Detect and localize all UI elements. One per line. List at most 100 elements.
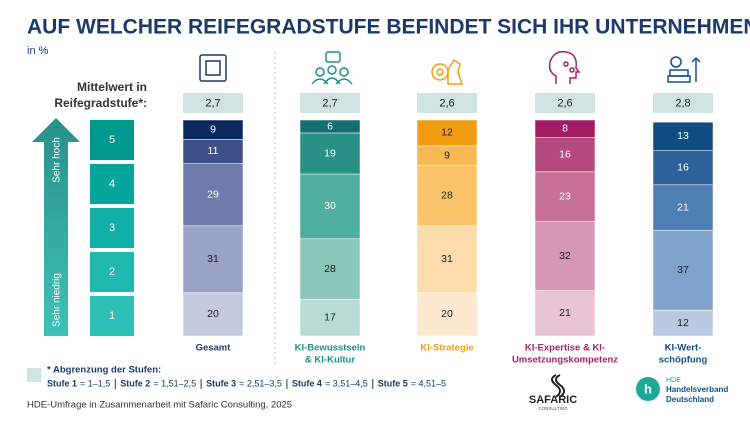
bar-segment [182, 162, 244, 227]
subtitle: in % [27, 45, 49, 57]
bar-segment [416, 165, 478, 227]
value-label: 29 [207, 188, 219, 200]
icons [199, 50, 701, 85]
footnote-label: Stufe 1 [47, 378, 77, 388]
value-label: 16 [559, 148, 571, 160]
footnote-range: = 1–1,5 [80, 378, 110, 388]
level-box [90, 252, 134, 292]
footnote-range: = 4,51–5 [411, 378, 446, 388]
value-label: 21 [559, 307, 571, 319]
x-tick-label: KI-Bewusstsein [295, 343, 366, 354]
bar-segment [299, 299, 361, 337]
bar-segment [299, 238, 361, 300]
value-label: 20 [441, 308, 453, 320]
arrow-label: Sehr niedrig [52, 273, 63, 327]
bar-segment [416, 225, 478, 294]
footnote: Stufe 1 = 1–1,5 Stufe 2 = 1,51–2,5 Stufe 3 = … [47, 378, 446, 389]
value-label: 12 [441, 127, 453, 139]
x-tick-label: schöpfung [659, 355, 708, 366]
bar-segment [182, 292, 244, 337]
level-label: 3 [109, 222, 115, 234]
value-label: 32 [559, 250, 571, 262]
bar-segment [182, 225, 244, 294]
arrow-label: Sehr hoch [52, 137, 63, 183]
footnote-title: * Abgrenzung der Stufen: [47, 365, 161, 376]
logo-text: HDE [666, 377, 681, 384]
value-label: 6 [327, 120, 333, 132]
footnote-range: = 2,51–3,5 [239, 378, 282, 388]
level-box [90, 208, 134, 248]
mean-box [183, 93, 243, 113]
x-tick-label: & KI-Kultur [305, 355, 355, 366]
bar-segment [652, 309, 714, 337]
footnote-label: Stufe 5 [378, 378, 408, 388]
bar-segment [652, 149, 714, 186]
value-label: 9 [210, 124, 216, 136]
bar-segment [652, 184, 714, 231]
level-label: 4 [109, 178, 115, 190]
mean-box [535, 93, 595, 113]
logo-mark [551, 374, 565, 398]
value-label: 13 [677, 130, 689, 142]
x-tick-label: KI-Expertise & KI- [525, 343, 605, 354]
level-label: 2 [109, 266, 115, 278]
value-label: 11 [208, 145, 219, 157]
value-label: 9 [444, 149, 450, 161]
value-label: 23 [559, 190, 571, 202]
footnote-label: Stufe 3 [206, 378, 236, 388]
bar-segment [652, 121, 714, 151]
logo-text: SAFARIC [529, 394, 577, 406]
bar-segment [416, 292, 478, 337]
x-tick-label: Umsetzungskompetenz [512, 355, 618, 366]
logo-mark-letter: h [644, 381, 652, 396]
footnote-range: = 1,51–2,5 [153, 378, 196, 388]
legend-swatch [27, 368, 41, 382]
mean-label: 2,6 [439, 97, 454, 109]
value-label: 31 [441, 253, 453, 265]
footnote-label: Stufe 2 [120, 378, 150, 388]
bar-segment [299, 119, 361, 134]
value-label: 30 [324, 200, 336, 212]
x-tick-label: KI-Strategie [420, 343, 473, 354]
value-label: 12 [677, 317, 689, 329]
bar-segment [534, 221, 596, 291]
value-label: 19 [324, 147, 336, 159]
level-box [90, 296, 134, 336]
mean-title: Mittelwert in [77, 80, 147, 94]
level-box [90, 164, 134, 204]
source: HDE-Umfrage in Zusammenarbeit mit Safari… [27, 400, 292, 411]
value-label: 31 [207, 253, 219, 265]
x-tick-label: KI-Wert- [665, 343, 702, 354]
bar-segment [182, 119, 244, 140]
value-label: 28 [441, 189, 453, 201]
value-label: 37 [677, 264, 689, 276]
bar-segment [416, 119, 478, 147]
mean-title: Reifegradstufe*: [54, 96, 147, 110]
value-label: 8 [562, 122, 568, 134]
mean-box [653, 93, 713, 113]
mean-label: 2,7 [205, 97, 220, 109]
chart-title: AUF WELCHER REIFEGRADSTUFE BEFINDET SICH… [27, 16, 750, 39]
value-label: 28 [324, 263, 336, 275]
footnote-range: = 3,51–4,5 [325, 378, 368, 388]
mean-label: 2,7 [322, 97, 337, 109]
arrow [32, 118, 80, 336]
mean-label: 2,6 [557, 97, 572, 109]
value-label: 16 [677, 161, 689, 173]
level-label: 1 [109, 310, 115, 322]
mean-label: 2,8 [675, 97, 690, 109]
logo-text: CONSULTING [538, 406, 568, 411]
logo-text: Handelsverband [666, 385, 728, 394]
value-label: 20 [207, 308, 219, 320]
x-tick-label: Gesamt [196, 343, 232, 354]
mean-box [300, 93, 360, 113]
value-label: 17 [324, 311, 336, 323]
bar-segment [299, 173, 361, 240]
logo-text: Deutschland [666, 395, 714, 404]
level-box [90, 120, 134, 160]
logo-mark [636, 377, 660, 401]
bar-segment [652, 229, 714, 311]
value-label: 21 [677, 201, 689, 213]
bar-segment [534, 119, 596, 138]
